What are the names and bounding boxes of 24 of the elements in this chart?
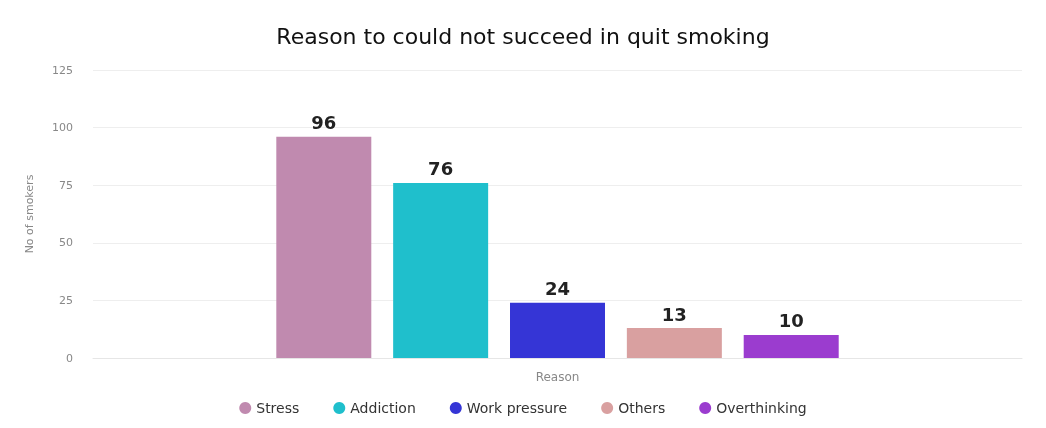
y-tick-label: 50 [59, 236, 73, 250]
x-axis-title: Reason [535, 369, 580, 384]
legend-label: Overthinking [716, 400, 807, 416]
y-tick-label: 75 [59, 178, 73, 192]
bar [626, 328, 722, 358]
y-axis-title: No of smokers [23, 174, 36, 254]
legend-label: Stress [256, 400, 300, 416]
data-label: 76 [428, 158, 454, 180]
y-tick-label: 25 [59, 293, 73, 307]
data-label: 13 [661, 303, 687, 325]
bar [276, 136, 372, 358]
legend-label: Others [618, 400, 666, 416]
data-label: 96 [311, 112, 337, 134]
bar [510, 302, 605, 358]
y-tick-label: 100 [52, 121, 73, 135]
data-label: 10 [778, 310, 804, 332]
legend-label: Work pressure [466, 400, 568, 416]
bar [743, 334, 839, 358]
y-tick-label: 0 [66, 351, 73, 365]
y-tick-label: 125 [52, 63, 73, 77]
chart-title: Reason to could not succeed in quit smoking [276, 23, 770, 49]
bar [393, 182, 489, 358]
legend-label: Addiction [350, 400, 416, 416]
data-label: 24 [544, 278, 571, 300]
